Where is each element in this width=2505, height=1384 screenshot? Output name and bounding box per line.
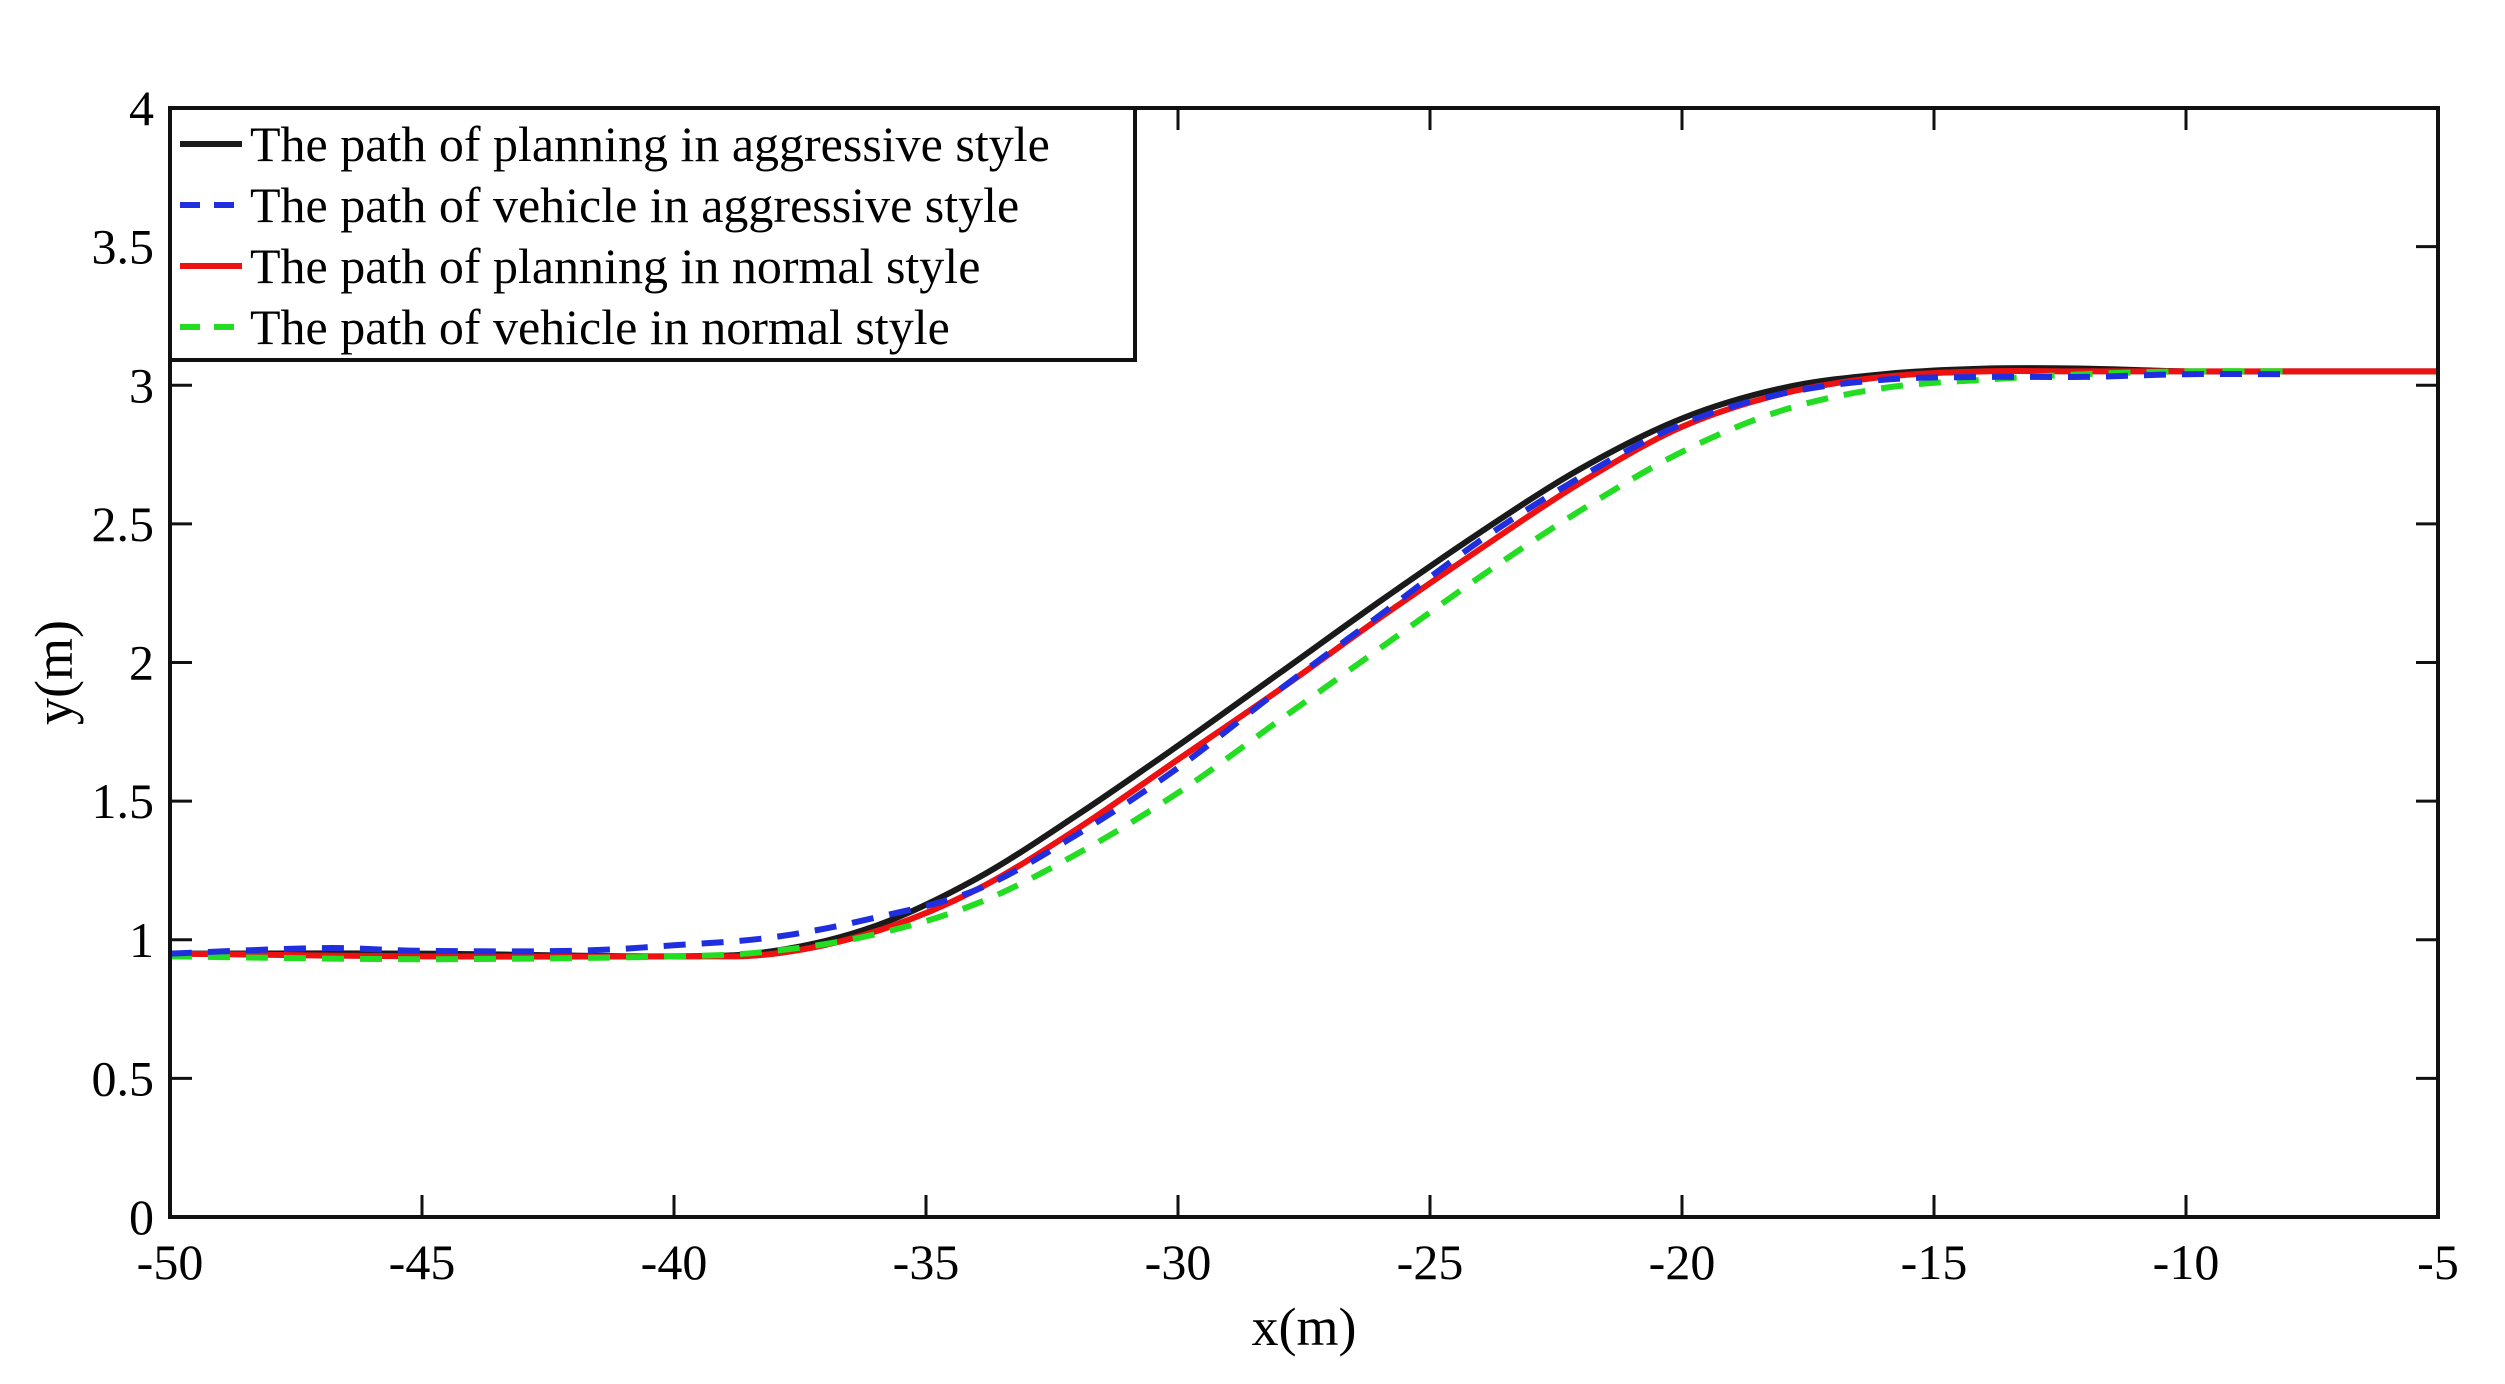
legend-item-planning-aggressive-label: The path of planning in aggressive style [250,116,1050,172]
x-tick-label: -40 [641,1234,708,1290]
x-tick-label: -25 [1397,1234,1464,1290]
series-line-vehicle-aggressive [169,370,2287,957]
x-tick-label: -50 [137,1234,204,1290]
legend-item-vehicle-normal-label: The path of vehicle in normal style [250,299,950,355]
y-tick-label: 3.5 [92,219,155,275]
y-tick-label: 4 [129,80,154,136]
series-line-vehicle-normal [169,368,2287,963]
y-tick-label: 2.5 [92,496,155,552]
y-tick-label: 2 [129,635,154,691]
x-tick-label: -20 [1649,1234,1716,1290]
legend-item-planning-normal-label: The path of planning in normal style [250,238,980,294]
legend-item-vehicle-aggressive-label: The path of vehicle in aggressive style [250,177,1019,233]
x-tick-label: -5 [2417,1234,2459,1290]
x-tick-label: -30 [1145,1234,1212,1290]
y-tick-label: 0 [129,1189,154,1245]
x-axis-label: x(m) [1252,1297,1357,1357]
y-axis-label: y(m) [24,620,84,725]
x-tick-label: -10 [2153,1234,2220,1290]
legend: The path of planning in aggressive style… [168,106,1137,362]
series-line-planning-aggressive [169,365,2438,960]
y-tick-label: 1 [129,912,154,968]
series-line-planning-normal [169,368,2438,960]
y-tick-label: 0.5 [92,1050,155,1106]
y-tick-label: 3 [129,357,154,413]
y-tick-label: 1.5 [92,773,155,829]
plot-marks [169,365,2438,963]
x-tick-label: -15 [1901,1234,1968,1290]
legend-box [168,106,1137,362]
x-tick-label: -45 [389,1234,456,1290]
axis-ticks: -50 -45 -40 -35 -30 -25 -20 -15 -10 -500.511.522.… [92,80,2459,1290]
x-tick-label: -35 [893,1234,960,1290]
